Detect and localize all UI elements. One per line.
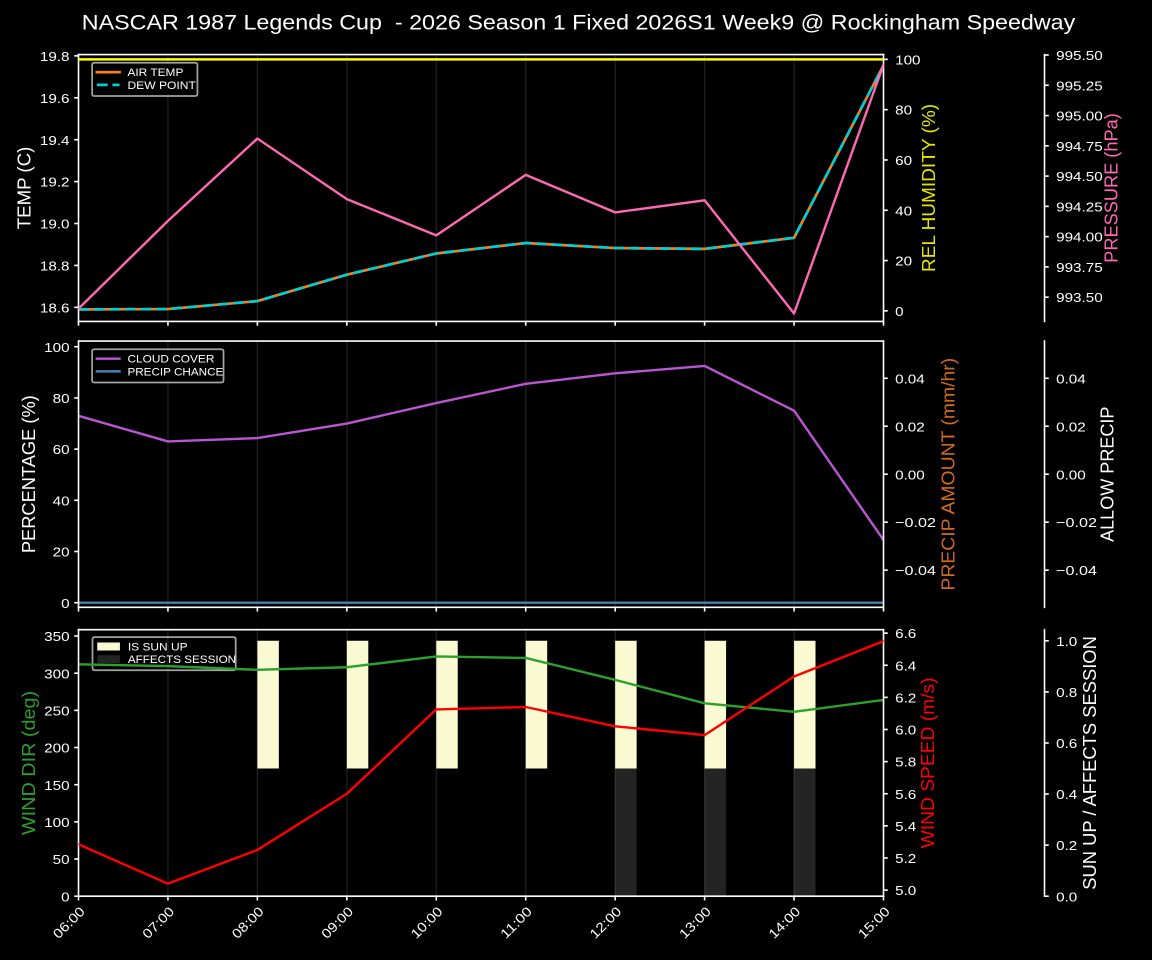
svg-text:100: 100: [44, 815, 69, 830]
svg-text:PRECIP CHANCE: PRECIP CHANCE: [127, 366, 223, 378]
svg-text:6.6: 6.6: [895, 626, 916, 641]
svg-text:19.2: 19.2: [40, 175, 70, 190]
svg-text:SUN UP / AFFECTS SESSION: SUN UP / AFFECTS SESSION: [1079, 636, 1100, 890]
svg-text:150: 150: [44, 778, 69, 793]
svg-text:994.75: 994.75: [1056, 139, 1103, 154]
svg-text:995.50: 995.50: [1056, 48, 1103, 63]
svg-text:5.2: 5.2: [895, 851, 916, 866]
svg-text:19.4: 19.4: [40, 133, 70, 148]
svg-text:0.02: 0.02: [1056, 419, 1086, 434]
svg-text:PRECIP AMOUNT (mm/hr): PRECIP AMOUNT (mm/hr): [938, 358, 959, 591]
svg-text:300: 300: [44, 666, 69, 681]
svg-text:994.00: 994.00: [1056, 230, 1103, 245]
svg-text:0.0: 0.0: [1056, 889, 1077, 904]
svg-text:5.6: 5.6: [895, 787, 916, 802]
svg-text:0.6: 0.6: [1056, 736, 1077, 751]
svg-text:5.4: 5.4: [895, 819, 917, 834]
svg-text:40: 40: [895, 203, 912, 218]
svg-text:1.0: 1.0: [1056, 634, 1077, 649]
svg-text:993.75: 993.75: [1056, 260, 1103, 275]
svg-text:100: 100: [44, 340, 69, 355]
svg-text:0.00: 0.00: [895, 467, 925, 482]
svg-text:993.50: 993.50: [1056, 290, 1103, 305]
svg-text:6.2: 6.2: [895, 690, 916, 705]
svg-text:995.25: 995.25: [1056, 78, 1103, 93]
svg-text:80: 80: [895, 103, 912, 118]
svg-text:PERCENTAGE (%): PERCENTAGE (%): [18, 395, 39, 553]
svg-text:100: 100: [895, 52, 920, 67]
svg-text:60: 60: [53, 442, 70, 457]
svg-text:WIND SPEED (m/s): WIND SPEED (m/s): [917, 678, 938, 849]
svg-text:0.4: 0.4: [1056, 787, 1078, 802]
svg-text:WIND DIR (deg): WIND DIR (deg): [18, 691, 39, 835]
svg-text:250: 250: [44, 703, 69, 718]
svg-text:0: 0: [61, 596, 69, 611]
svg-text:0.2: 0.2: [1056, 838, 1077, 853]
svg-text:0.04: 0.04: [895, 371, 925, 386]
svg-text:0: 0: [61, 889, 69, 904]
svg-text:0.8: 0.8: [1056, 685, 1077, 700]
svg-text:−0.04: −0.04: [895, 563, 937, 578]
svg-text:0.04: 0.04: [1056, 371, 1086, 386]
svg-text:0.02: 0.02: [895, 419, 925, 434]
svg-text:20: 20: [53, 545, 70, 560]
svg-text:AFFECTS SESSION: AFFECTS SESSION: [128, 654, 236, 666]
svg-text:0: 0: [895, 304, 903, 319]
svg-text:AIR TEMP: AIR TEMP: [127, 67, 183, 79]
svg-text:−0.04: −0.04: [1056, 563, 1098, 578]
svg-text:995.00: 995.00: [1056, 109, 1103, 124]
svg-text:REL HUMIDITY (%): REL HUMIDITY (%): [918, 104, 939, 272]
svg-text:20: 20: [895, 254, 912, 269]
svg-text:18.8: 18.8: [40, 259, 70, 274]
svg-text:18.6: 18.6: [40, 300, 70, 315]
svg-text:−0.02: −0.02: [895, 515, 936, 530]
svg-text:200: 200: [44, 741, 69, 756]
svg-text:5.8: 5.8: [895, 755, 916, 770]
svg-text:19.0: 19.0: [40, 217, 70, 232]
svg-text:TEMP (C): TEMP (C): [14, 147, 35, 230]
svg-text:19.8: 19.8: [40, 49, 70, 64]
svg-text:80: 80: [53, 391, 70, 406]
svg-text:19.6: 19.6: [40, 91, 70, 106]
svg-text:−0.02: −0.02: [1056, 515, 1097, 530]
svg-text:NASCAR 1987 Legends Cup - 202: NASCAR 1987 Legends Cup - 2026 Season 1 …: [82, 11, 1076, 35]
svg-text:CLOUD COVER: CLOUD COVER: [127, 354, 214, 366]
svg-text:0.00: 0.00: [1056, 467, 1086, 482]
svg-text:IS SUN UP: IS SUN UP: [128, 641, 188, 653]
svg-text:50: 50: [53, 852, 70, 867]
svg-text:350: 350: [44, 629, 69, 644]
svg-text:PRESSURE (hPa): PRESSURE (hPa): [1100, 113, 1121, 263]
svg-text:5.0: 5.0: [895, 883, 916, 898]
svg-text:994.50: 994.50: [1056, 169, 1103, 184]
svg-text:6.4: 6.4: [895, 658, 917, 673]
svg-text:ALLOW PRECIP: ALLOW PRECIP: [1097, 407, 1118, 542]
svg-text:DEW POINT: DEW POINT: [127, 80, 196, 92]
svg-text:6.0: 6.0: [895, 723, 916, 738]
svg-text:40: 40: [53, 493, 70, 508]
svg-text:994.25: 994.25: [1056, 199, 1103, 214]
svg-text:60: 60: [895, 153, 912, 168]
